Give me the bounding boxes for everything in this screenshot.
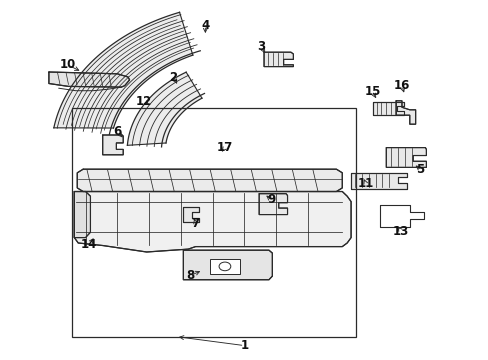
Text: 2: 2 — [169, 71, 177, 84]
Text: 14: 14 — [81, 238, 97, 251]
Text: 9: 9 — [267, 193, 275, 206]
Bar — [210, 259, 239, 274]
Text: 13: 13 — [392, 225, 408, 238]
Text: 16: 16 — [393, 79, 409, 92]
Circle shape — [219, 262, 230, 271]
Polygon shape — [386, 148, 426, 167]
Text: 11: 11 — [357, 177, 373, 190]
Polygon shape — [49, 72, 129, 87]
Polygon shape — [54, 12, 192, 128]
Polygon shape — [77, 169, 342, 192]
Text: 5: 5 — [416, 163, 424, 176]
Text: 17: 17 — [216, 141, 233, 154]
Text: 7: 7 — [191, 217, 199, 230]
Text: 12: 12 — [136, 95, 152, 108]
Bar — [72, 108, 355, 337]
Text: 4: 4 — [201, 19, 209, 32]
Polygon shape — [74, 192, 90, 238]
Polygon shape — [127, 72, 202, 145]
Text: 10: 10 — [59, 58, 76, 71]
Text: 6: 6 — [113, 125, 121, 138]
Polygon shape — [350, 173, 407, 189]
Polygon shape — [74, 192, 350, 252]
Polygon shape — [264, 52, 293, 67]
Polygon shape — [183, 250, 272, 280]
Text: 1: 1 — [240, 339, 248, 352]
Polygon shape — [183, 207, 199, 222]
Text: 15: 15 — [364, 85, 380, 98]
Polygon shape — [259, 194, 287, 215]
Polygon shape — [395, 101, 415, 124]
Polygon shape — [102, 135, 123, 155]
Polygon shape — [372, 102, 404, 115]
Text: 3: 3 — [257, 40, 265, 53]
Text: 8: 8 — [186, 269, 194, 282]
